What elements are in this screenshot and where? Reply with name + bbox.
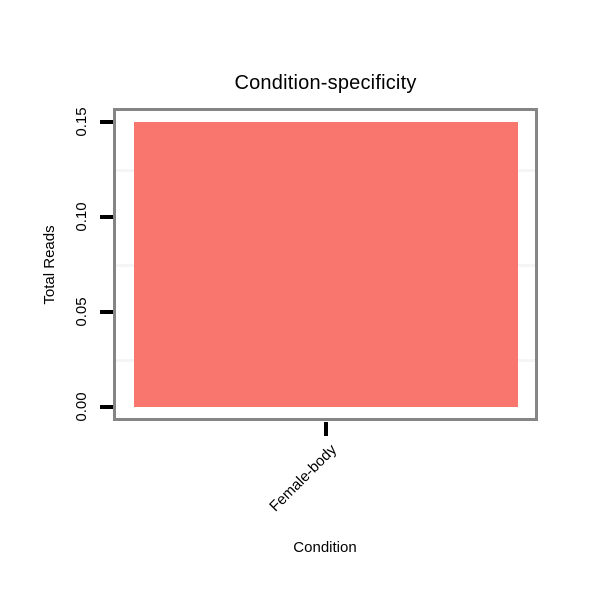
plot-panel: [113, 108, 538, 421]
y-tick-label: 0.15: [73, 107, 90, 137]
y-tick-label: 0.00: [73, 392, 90, 422]
bar-female-body: [134, 122, 518, 407]
y-axis-title: Total Reads: [41, 225, 58, 305]
y-tick-label: 0.10: [73, 202, 90, 232]
y-tick-mark: [100, 215, 113, 219]
x-tick-label: Female-body: [266, 441, 341, 516]
x-tick-mark: [324, 422, 328, 436]
y-tick-mark: [100, 405, 113, 409]
chart-title: Condition-specificity: [234, 72, 417, 94]
y-tick-mark: [100, 120, 113, 124]
y-tick-mark: [100, 310, 113, 314]
y-tick-label: 0.05: [73, 297, 90, 327]
x-axis-title: Condition: [293, 539, 357, 556]
